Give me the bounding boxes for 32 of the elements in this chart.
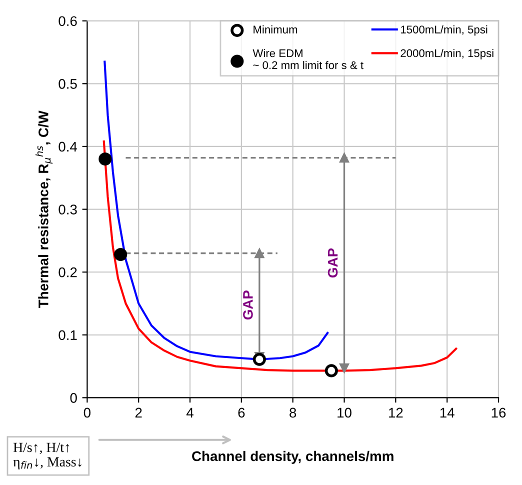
point	[254, 248, 264, 258]
x-tick-label: 10	[338, 408, 352, 418]
point	[98, 152, 112, 166]
y-tick-label: 0.1	[58, 330, 77, 340]
y-tick-label: 0.2	[58, 267, 77, 278]
point	[339, 152, 350, 163]
legend-label: Minimum	[254, 25, 298, 34]
y-tick-label: 0	[70, 393, 77, 403]
x-tick-label: 16	[492, 408, 506, 418]
text: H/s↑, H/t↑ η$_{fin}$↓, Mass↓	[13, 442, 82, 470]
point	[324, 364, 338, 378]
legend-label: 1500mL/min, 5psi	[401, 25, 488, 36]
point	[252, 352, 266, 366]
y-tick-label: 0.3	[58, 204, 77, 214]
annotation: GAP	[328, 248, 338, 278]
y-tick-label: 0.5	[58, 78, 77, 89]
x-tick-label: 6	[238, 408, 245, 418]
x-tick-label: 4	[186, 408, 194, 418]
x-tick-label: 14	[440, 408, 454, 418]
legend-label: Wire EDM ~ 0.2 mm limit for s & t	[252, 48, 364, 70]
x-axis-title: Channel density, channels/mm	[192, 450, 394, 464]
y-tick-label: 0.4	[58, 142, 78, 152]
point	[114, 248, 128, 262]
x-tick-label: 0	[84, 408, 90, 418]
x-tick-label: 8	[290, 408, 296, 418]
annotation: GAP	[243, 290, 253, 320]
x-tick-label: 12	[389, 408, 403, 418]
point	[339, 363, 350, 374]
x-tick-label: 2	[135, 408, 142, 418]
y-axis-title: Thermal resistance, R$_{μ}$$^{hs}$, C/W	[36, 110, 53, 308]
y-tick-label: 0.6	[58, 16, 77, 26]
legend-label: 2000mL/min, 15psi	[400, 48, 494, 60]
